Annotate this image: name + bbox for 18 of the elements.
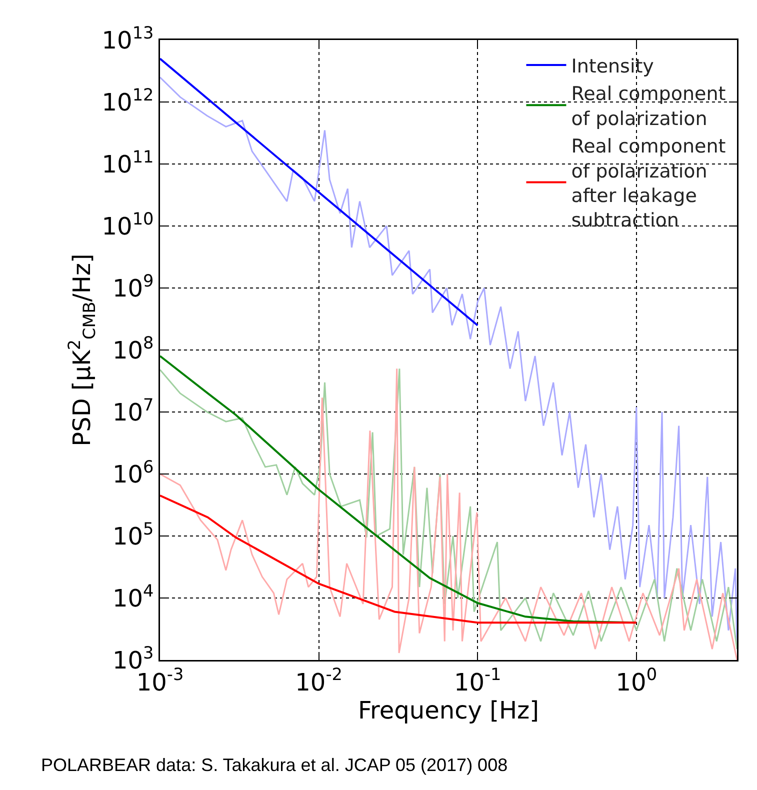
text: POLARBEAR data: S. Takakura et al. JCAP 05 (2017) 008 (41, 755, 508, 775)
y-tick-label: 10$^{4}$ (112, 580, 154, 612)
legend-label: Real component of polarization after leakage subtraction (571, 136, 726, 232)
x-tick-label: 10$^{-1}$ (454, 664, 502, 696)
y-tick-label: 10$^{5}$ (112, 518, 154, 550)
x-tick-label: 10$^{-2}$ (295, 664, 342, 696)
x-axis-title: Frequency [Hz] (358, 696, 539, 724)
legend-label: Real component of polarization (571, 83, 726, 130)
y-tick-label: 10$^{12}$ (102, 84, 154, 116)
y-tick-label: 10$^{6}$ (112, 456, 154, 488)
legend-label: Intensity (571, 55, 654, 78)
x-tick-label: 10$^{0}$ (616, 664, 658, 696)
y-tick-label: 10$^{8}$ (112, 332, 154, 364)
y-tick-label: 10$^{11}$ (102, 146, 154, 178)
y-tick-label: 10$^{9}$ (112, 270, 154, 302)
y-tick-label: 10$^{13}$ (102, 22, 154, 54)
y-tick-label: 10$^{7}$ (112, 394, 154, 426)
y-tick-label: 10$^{10}$ (102, 208, 154, 240)
